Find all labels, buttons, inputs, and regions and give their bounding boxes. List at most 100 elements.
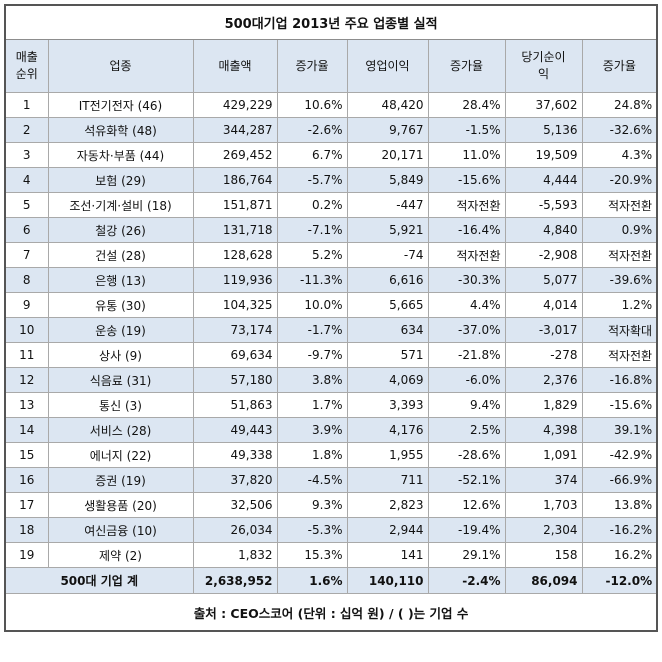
table-cell: 13 xyxy=(4,392,49,418)
table-cell: 7 xyxy=(4,242,49,268)
table-row: 14 서비스 (28) 49,443 3.9% 4,176 2.5% 4,398 39.1% xyxy=(4,417,658,443)
table-cell: -16.2% xyxy=(581,517,658,543)
table-cell: 적자확대 xyxy=(581,317,658,343)
table-cell: 1,955 xyxy=(346,442,429,468)
table-row: 12 식음료 (31) 57,180 3.8% 4,069 -6.0% 2,376 -16.8… xyxy=(4,367,658,393)
table-cell: 128,628 xyxy=(192,242,278,268)
total-cell: -12.0% xyxy=(581,567,658,594)
table-cell: 12.6% xyxy=(427,492,506,518)
table-cell: 자동차·부품 (44) xyxy=(47,142,194,168)
table-cell: -32.6% xyxy=(581,117,658,143)
table-cell: 11.0% xyxy=(427,142,506,168)
table-cell: 39.1% xyxy=(581,417,658,443)
table-row: 9 유통 (30) 104,325 10.0% 5,665 4.4% 4,014 1.2% xyxy=(4,292,658,318)
table-cell: 3,393 xyxy=(346,392,429,418)
table-cell: 유통 (30) xyxy=(47,292,194,318)
table-row: 19 제약 (2) 1,832 15.3% 141 29.1% 158 16.2% xyxy=(4,542,658,568)
table-cell: 269,452 xyxy=(192,142,278,168)
table-cell: 철강 (26) xyxy=(47,217,194,243)
column-header: 업종 xyxy=(47,39,194,93)
table-cell: 서비스 (28) xyxy=(47,417,194,443)
table-cell: 5 xyxy=(4,192,49,218)
table-cell: 1.7% xyxy=(276,392,348,418)
table-cell: -1.5% xyxy=(427,117,506,143)
table-cell: 4 xyxy=(4,167,49,193)
table-cell: 6,616 xyxy=(346,267,429,293)
table-cell: 12 xyxy=(4,367,49,393)
table-cell: 석유화학 (48) xyxy=(47,117,194,143)
table-cell: 2,823 xyxy=(346,492,429,518)
table-cell: 15.3% xyxy=(276,542,348,568)
table-cell: 2,304 xyxy=(504,517,583,543)
table-cell: 2,944 xyxy=(346,517,429,543)
table-row: 11 상사 (9) 69,634 -9.7% 571 -21.8% -278 적자전환 xyxy=(4,342,658,368)
table-cell: -15.6% xyxy=(427,167,506,193)
table-cell: 식음료 (31) xyxy=(47,367,194,393)
total-cell: 140,110 xyxy=(346,567,429,594)
table-row: 17 생활용품 (20) 32,506 9.3% 2,823 12.6% 1,703 13.8… xyxy=(4,492,658,518)
table-cell: -37.0% xyxy=(427,317,506,343)
column-header: 증가율 xyxy=(276,39,348,93)
table-row: 13 통신 (3) 51,863 1.7% 3,393 9.4% 1,829 -15.6% xyxy=(4,392,658,418)
table-row: 2 석유화학 (48) 344,287 -2.6% 9,767 -1.5% 5,136 -32… xyxy=(4,117,658,143)
column-header: 증가율 xyxy=(581,39,658,93)
table-cell: 51,863 xyxy=(192,392,278,418)
table-cell: 1,832 xyxy=(192,542,278,568)
table-cell: -2,908 xyxy=(504,242,583,268)
table-cell: 5,921 xyxy=(346,217,429,243)
table-cell: 상사 (9) xyxy=(47,342,194,368)
table-cell: 은행 (13) xyxy=(47,267,194,293)
total-row: 500대 기업 계 2,638,952 1.6% 140,110 -2.4% 86,094… xyxy=(4,567,658,594)
table-cell: 15 xyxy=(4,442,49,468)
table-cell: 0.9% xyxy=(581,217,658,243)
table-cell: 119,936 xyxy=(192,267,278,293)
table-cell: -9.7% xyxy=(276,342,348,368)
table-cell: 19,509 xyxy=(504,142,583,168)
table-cell: 344,287 xyxy=(192,117,278,143)
table-cell: 1,091 xyxy=(504,442,583,468)
table-row: 1 IT전기전자 (46) 429,229 10.6% 48,420 28.4% 37,60… xyxy=(4,92,658,118)
table-cell: 조선·기계·설비 (18) xyxy=(47,192,194,218)
table-cell: 적자전환 xyxy=(581,192,658,218)
table-cell: -5,593 xyxy=(504,192,583,218)
table-cell: 4,014 xyxy=(504,292,583,318)
table-cell: -6.0% xyxy=(427,367,506,393)
table-row: 5 조선·기계·설비 (18) 151,871 0.2% -447 적자전환 -5,593 적… xyxy=(4,192,658,218)
table-cell: -1.7% xyxy=(276,317,348,343)
table-cell: -16.4% xyxy=(427,217,506,243)
table-cell: -74 xyxy=(346,242,429,268)
table-cell: 571 xyxy=(346,342,429,368)
table-cell: 37,820 xyxy=(192,467,278,493)
table-cell: 1.8% xyxy=(276,442,348,468)
total-label: 500대 기업 계 xyxy=(4,567,194,594)
table-cell: 1.2% xyxy=(581,292,658,318)
table-cell: -30.3% xyxy=(427,267,506,293)
table-cell: IT전기전자 (46) xyxy=(47,92,194,118)
table-cell: 증권 (19) xyxy=(47,467,194,493)
table-row: 6 철강 (26) 131,718 -7.1% 5,921 -16.4% 4,840 0.9% xyxy=(4,217,658,243)
total-cell: -2.4% xyxy=(427,567,506,594)
table-cell: -5.3% xyxy=(276,517,348,543)
table-cell: 17 xyxy=(4,492,49,518)
table-cell: 9 xyxy=(4,292,49,318)
table-cell: 104,325 xyxy=(192,292,278,318)
table-cell: -15.6% xyxy=(581,392,658,418)
table-cell: -42.9% xyxy=(581,442,658,468)
table-cell: 8 xyxy=(4,267,49,293)
table-cell: -20.9% xyxy=(581,167,658,193)
table-cell: 9.3% xyxy=(276,492,348,518)
table-cell: 32,506 xyxy=(192,492,278,518)
table-cell: 16 xyxy=(4,467,49,493)
table-cell: 141 xyxy=(346,542,429,568)
table-cell: 통신 (3) xyxy=(47,392,194,418)
table-cell: 14 xyxy=(4,417,49,443)
table-cell: 적자전환 xyxy=(427,242,506,268)
table-cell: 20,171 xyxy=(346,142,429,168)
table-cell: 49,338 xyxy=(192,442,278,468)
table-row: 8 은행 (13) 119,936 -11.3% 6,616 -30.3% 5,077 -39… xyxy=(4,267,658,293)
table-cell: 건설 (28) xyxy=(47,242,194,268)
table-cell: -7.1% xyxy=(276,217,348,243)
column-header: 매출액 xyxy=(192,39,278,93)
table-cell: 429,229 xyxy=(192,92,278,118)
table-cell: -19.4% xyxy=(427,517,506,543)
